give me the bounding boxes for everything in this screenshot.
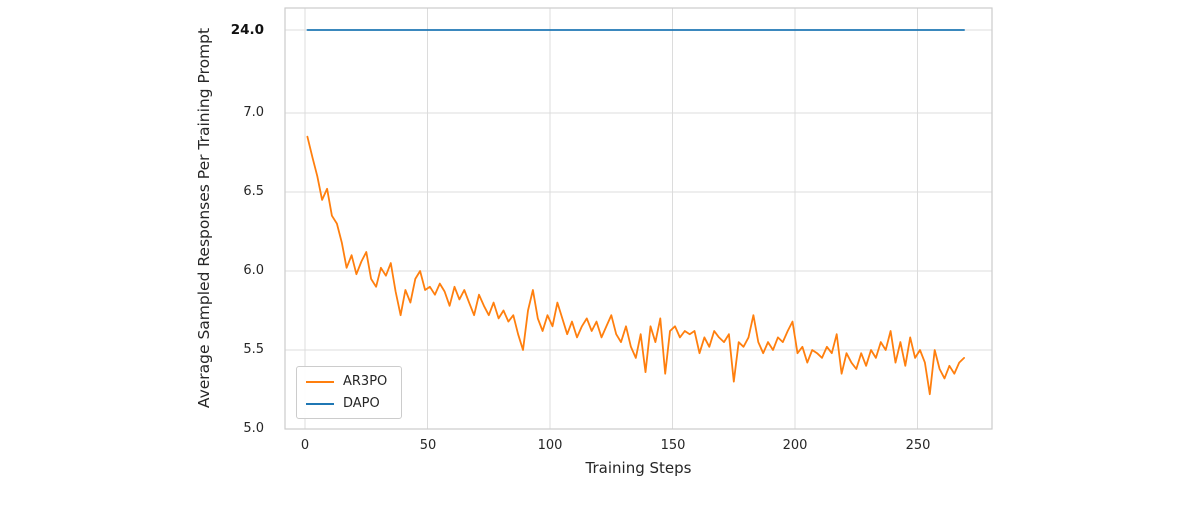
legend-label-ar3po: AR3PO (343, 374, 388, 389)
legend-label-dapo: DAPO (343, 396, 380, 411)
x-tick-label-100: 100 (537, 438, 563, 453)
y-tick-label-6-5: 6.5 (243, 184, 264, 199)
series-line-ar3po (306, 135, 965, 396)
y-tick-label-6: 6.0 (243, 263, 264, 278)
plot-border (284, 7, 993, 430)
x-tick-label-50: 50 (419, 438, 437, 453)
y-axis-label: Average Sampled Responses Per Training P… (195, 27, 213, 409)
x-tick-label-150: 150 (660, 438, 686, 453)
y-tick-label-7: 7.0 (243, 105, 264, 120)
x-tick-label-0: 0 (300, 438, 310, 453)
legend: AR3PO DAPO (296, 366, 403, 419)
legend-swatch-dapo (306, 402, 334, 405)
legend-item-dapo: DAPO (306, 396, 387, 411)
legend-item-ar3po: AR3PO (306, 374, 387, 389)
y-tick-label-5: 5.0 (243, 421, 264, 436)
y-tick-label-24: 24.0 (230, 22, 264, 38)
x-tick-label-200: 200 (782, 438, 808, 453)
y-tick-label-5-5: 5.5 (243, 342, 264, 357)
series-layer (306, 29, 965, 396)
legend-swatch-ar3po (306, 380, 334, 383)
x-tick-label-250: 250 (905, 438, 931, 453)
x-axis-label: Training Steps (585, 459, 692, 477)
